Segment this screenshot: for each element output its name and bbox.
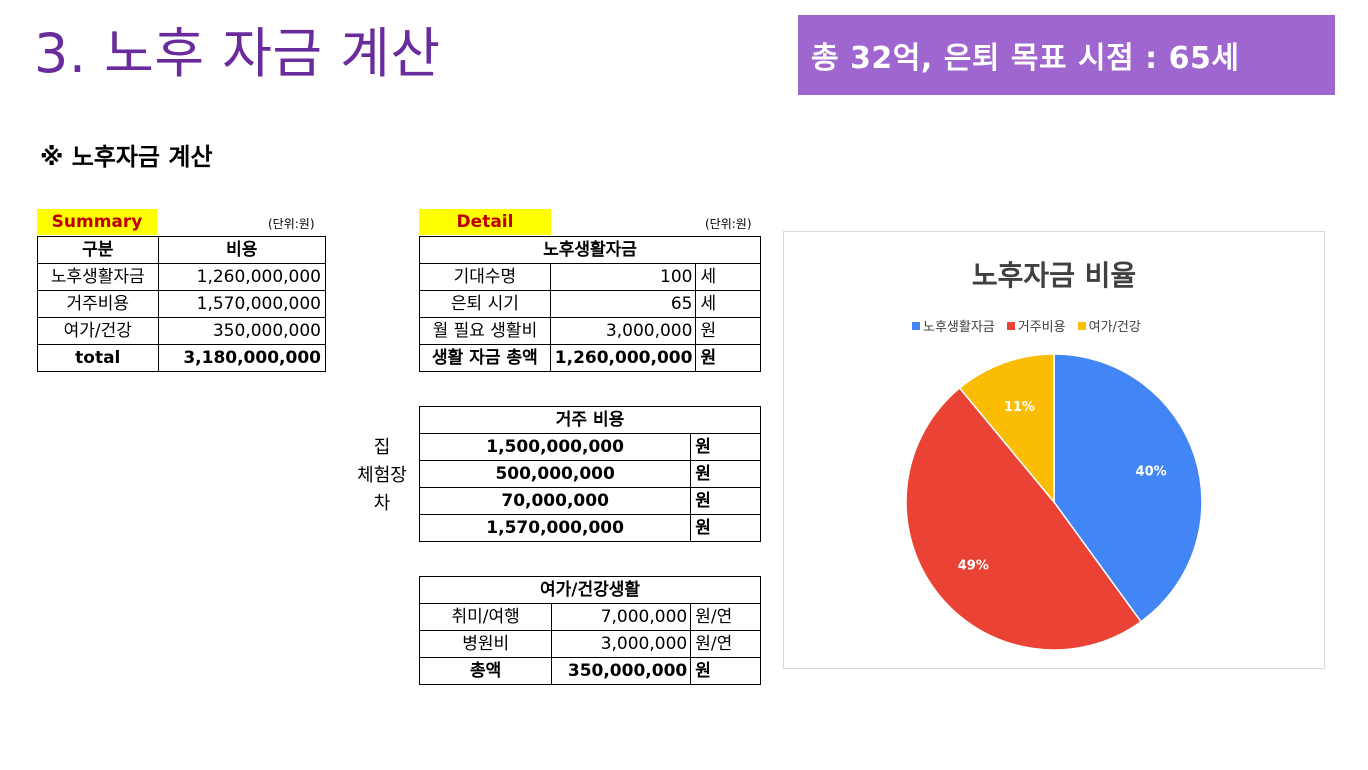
data-label: 49% bbox=[958, 559, 989, 574]
total-unit: 원 bbox=[695, 344, 761, 372]
detail-tag: Detail bbox=[419, 209, 551, 235]
legend-label: 거주비용 bbox=[1017, 320, 1066, 335]
housing-cost-table: 거주 비용 1,500,000,000 원 500,000,000 원 70,0… bbox=[418, 406, 761, 542]
table-row: 취미/여행 7,000,000 원/연 bbox=[418, 603, 761, 631]
legend-item: 거주비용 bbox=[1006, 316, 1066, 335]
row-value: 65 bbox=[549, 290, 697, 318]
row-value: 350,000,000 bbox=[157, 317, 327, 345]
row-unit: 원 bbox=[690, 487, 761, 515]
table-row: 기대수명 100 세 bbox=[419, 263, 761, 291]
row-unit: 원/연 bbox=[690, 630, 761, 658]
summary-unit-note: (단위:원) bbox=[268, 217, 315, 231]
table-row: 1,500,000,000 원 bbox=[418, 433, 761, 461]
pie-slice bbox=[958, 353, 1055, 505]
row-value: 70,000,000 bbox=[418, 487, 692, 515]
row-unit: 세 bbox=[695, 263, 761, 291]
legend-label: 여가/건강 bbox=[1088, 320, 1141, 335]
row-label: 병원비 bbox=[418, 630, 553, 658]
page-title: 3. 노후 자금 계산 bbox=[34, 22, 441, 85]
row-label: 여가/건강 bbox=[37, 317, 159, 345]
living-expense-table: 노후생활자금 기대수명 100 세 은퇴 시기 65 세 월 필요 생활비 3,… bbox=[419, 236, 761, 372]
header-category: 구분 bbox=[37, 236, 159, 264]
leisure-header: 여가/건강생활 bbox=[419, 576, 761, 604]
row-unit: 원/연 bbox=[690, 603, 761, 631]
total-row: 총액 350,000,000 원 bbox=[418, 657, 761, 685]
table-row: 노후생활자금 1,260,000,000 bbox=[37, 263, 327, 291]
row-unit: 원 bbox=[695, 317, 761, 345]
total-value: 1,260,000,000 bbox=[549, 344, 697, 372]
detail-unit-note: (단위:원) bbox=[705, 217, 752, 231]
pie-svg: 40% 49% 11% bbox=[905, 353, 1203, 651]
row-value: 1,570,000,000 bbox=[157, 290, 327, 318]
table-row: 500,000,000 원 bbox=[418, 460, 761, 488]
legend-swatch bbox=[1006, 321, 1015, 330]
total-unit: 원 bbox=[690, 514, 761, 542]
row-label: 거주비용 bbox=[37, 290, 159, 318]
data-label: 11% bbox=[1004, 400, 1035, 415]
pie-slice bbox=[905, 386, 1143, 651]
total-row: 1,570,000,000 원 bbox=[418, 514, 761, 542]
header-cost: 비용 bbox=[157, 236, 327, 264]
row-value: 3,000,000 bbox=[551, 630, 692, 658]
table-row: 병원비 3,000,000 원/연 bbox=[418, 630, 761, 658]
row-unit: 원 bbox=[690, 460, 761, 488]
table-row: 여가/건강 350,000,000 bbox=[37, 317, 327, 345]
total-row: 생활 자금 총액 1,260,000,000 원 bbox=[419, 344, 761, 372]
goal-banner: 총 32억, 은퇴 목표 시점 : 65세 bbox=[798, 15, 1335, 95]
living-header: 노후생활자금 bbox=[419, 236, 761, 264]
legend-item: 노후생활자금 bbox=[912, 316, 995, 335]
total-label: 생활 자금 총액 bbox=[419, 344, 551, 372]
pie-chart: 노후자금 비율 노후생활자금 거주비용 여가/건강 40% 49% 11% bbox=[783, 231, 1325, 669]
legend-swatch bbox=[912, 321, 920, 330]
housing-label-experience: 체험장 bbox=[357, 465, 407, 486]
total-row: total 3,180,000,000 bbox=[37, 344, 327, 372]
total-value: 350,000,000 bbox=[551, 657, 692, 685]
legend-swatch bbox=[1077, 321, 1086, 330]
total-unit: 원 bbox=[690, 657, 761, 685]
row-value: 100 bbox=[549, 263, 697, 291]
summary-tag: Summary bbox=[37, 209, 157, 235]
table-header-row: 구분 비용 bbox=[37, 236, 327, 264]
row-label: 월 필요 생활비 bbox=[419, 317, 551, 345]
row-unit: 세 bbox=[695, 290, 761, 318]
housing-label-car: 차 bbox=[373, 493, 391, 514]
row-value: 1,260,000,000 bbox=[157, 263, 327, 291]
housing-label-house: 집 bbox=[373, 437, 391, 458]
table-row: 70,000,000 원 bbox=[418, 487, 761, 515]
pie-slice bbox=[1053, 353, 1203, 623]
row-label: 노후생활자금 bbox=[37, 263, 159, 291]
row-value: 500,000,000 bbox=[418, 460, 692, 488]
legend-label: 노후생활자금 bbox=[923, 320, 995, 335]
total-value: 3,180,000,000 bbox=[157, 344, 327, 372]
data-label: 40% bbox=[1136, 464, 1167, 479]
total-label: total bbox=[37, 344, 159, 372]
chart-title: 노후자금 비율 bbox=[971, 259, 1137, 292]
legend-item: 여가/건강 bbox=[1077, 316, 1141, 335]
housing-header: 거주 비용 bbox=[419, 406, 761, 434]
row-value: 1,500,000,000 bbox=[418, 433, 692, 461]
row-value: 3,000,000 bbox=[549, 317, 697, 345]
row-label: 기대수명 bbox=[419, 263, 551, 291]
table-row: 월 필요 생활비 3,000,000 원 bbox=[419, 317, 761, 345]
table-row: 거주비용 1,570,000,000 bbox=[37, 290, 327, 318]
row-unit: 원 bbox=[690, 433, 761, 461]
chart-legend: 노후생활자금 거주비용 여가/건강 bbox=[912, 316, 1141, 335]
row-label: 취미/여행 bbox=[418, 603, 553, 631]
row-value: 7,000,000 bbox=[551, 603, 692, 631]
total-value: 1,570,000,000 bbox=[418, 514, 692, 542]
total-label: 총액 bbox=[418, 657, 553, 685]
row-label: 은퇴 시기 bbox=[419, 290, 551, 318]
leisure-health-table: 여가/건강생활 취미/여행 7,000,000 원/연 병원비 3,000,00… bbox=[418, 576, 761, 685]
summary-table: 구분 비용 노후생활자금 1,260,000,000 거주비용 1,570,00… bbox=[37, 236, 327, 372]
section-heading: ※ 노후자금 계산 bbox=[40, 143, 213, 171]
table-row: 은퇴 시기 65 세 bbox=[419, 290, 761, 318]
